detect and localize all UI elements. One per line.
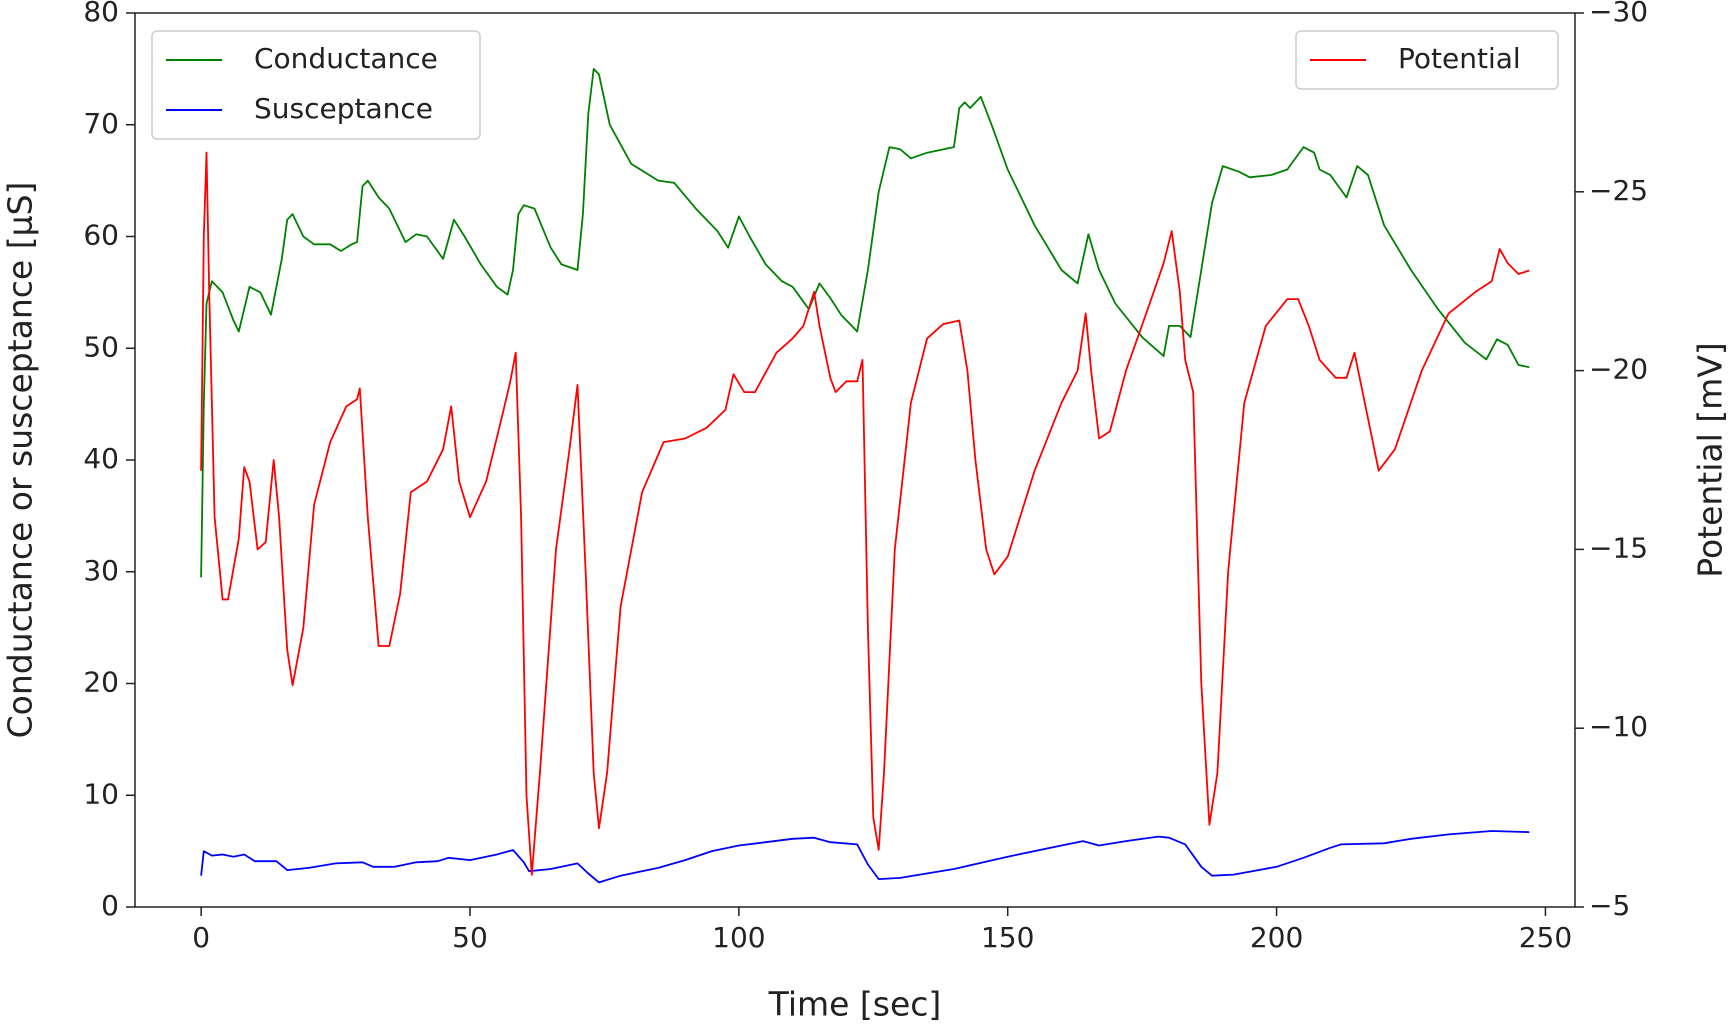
- y2-tick-label: −20: [1589, 353, 1648, 386]
- y-tick-label: 0: [101, 889, 119, 922]
- legend-label: Potential: [1398, 42, 1521, 75]
- y2-tick-label: −10: [1589, 710, 1648, 743]
- y-tick-label: 10: [83, 777, 119, 810]
- y-axis-label: Conductance or susceptance [µS]: [1, 182, 40, 739]
- series-line: [200, 68, 1530, 578]
- x-tick-label: 0: [192, 921, 210, 954]
- legend-label: Susceptance: [254, 92, 433, 125]
- legend-box: [1295, 30, 1559, 90]
- x-axis-label: Time [sec]: [768, 985, 942, 1024]
- x-tick-label: 50: [452, 921, 488, 954]
- x-tick-label: 200: [1250, 921, 1303, 954]
- y2-tick-label: −5: [1589, 889, 1630, 922]
- x-tick-label: 100: [712, 921, 765, 954]
- series-line: [200, 151, 1530, 876]
- y-tick-label: 40: [83, 442, 119, 475]
- y-tick-label: 50: [83, 330, 119, 363]
- x-tick-label: 150: [981, 921, 1034, 954]
- legend-box: [151, 30, 481, 140]
- y-tick-label: 70: [83, 107, 119, 140]
- y2-tick-label: −30: [1589, 0, 1648, 28]
- x-tick-label: 250: [1519, 921, 1572, 954]
- series-line: [200, 830, 1530, 884]
- y2-tick-label: −25: [1589, 174, 1648, 207]
- y-tick-label: 20: [83, 666, 119, 699]
- y-tick-label: 30: [83, 554, 119, 587]
- plot-frame: [134, 12, 1576, 908]
- y-tick-label: 60: [83, 219, 119, 252]
- y2-axis-label: Potential [mV]: [1691, 342, 1730, 578]
- y2-tick-label: −15: [1589, 531, 1648, 564]
- legend-label: Conductance: [254, 42, 438, 75]
- y-tick-label: 80: [83, 0, 119, 28]
